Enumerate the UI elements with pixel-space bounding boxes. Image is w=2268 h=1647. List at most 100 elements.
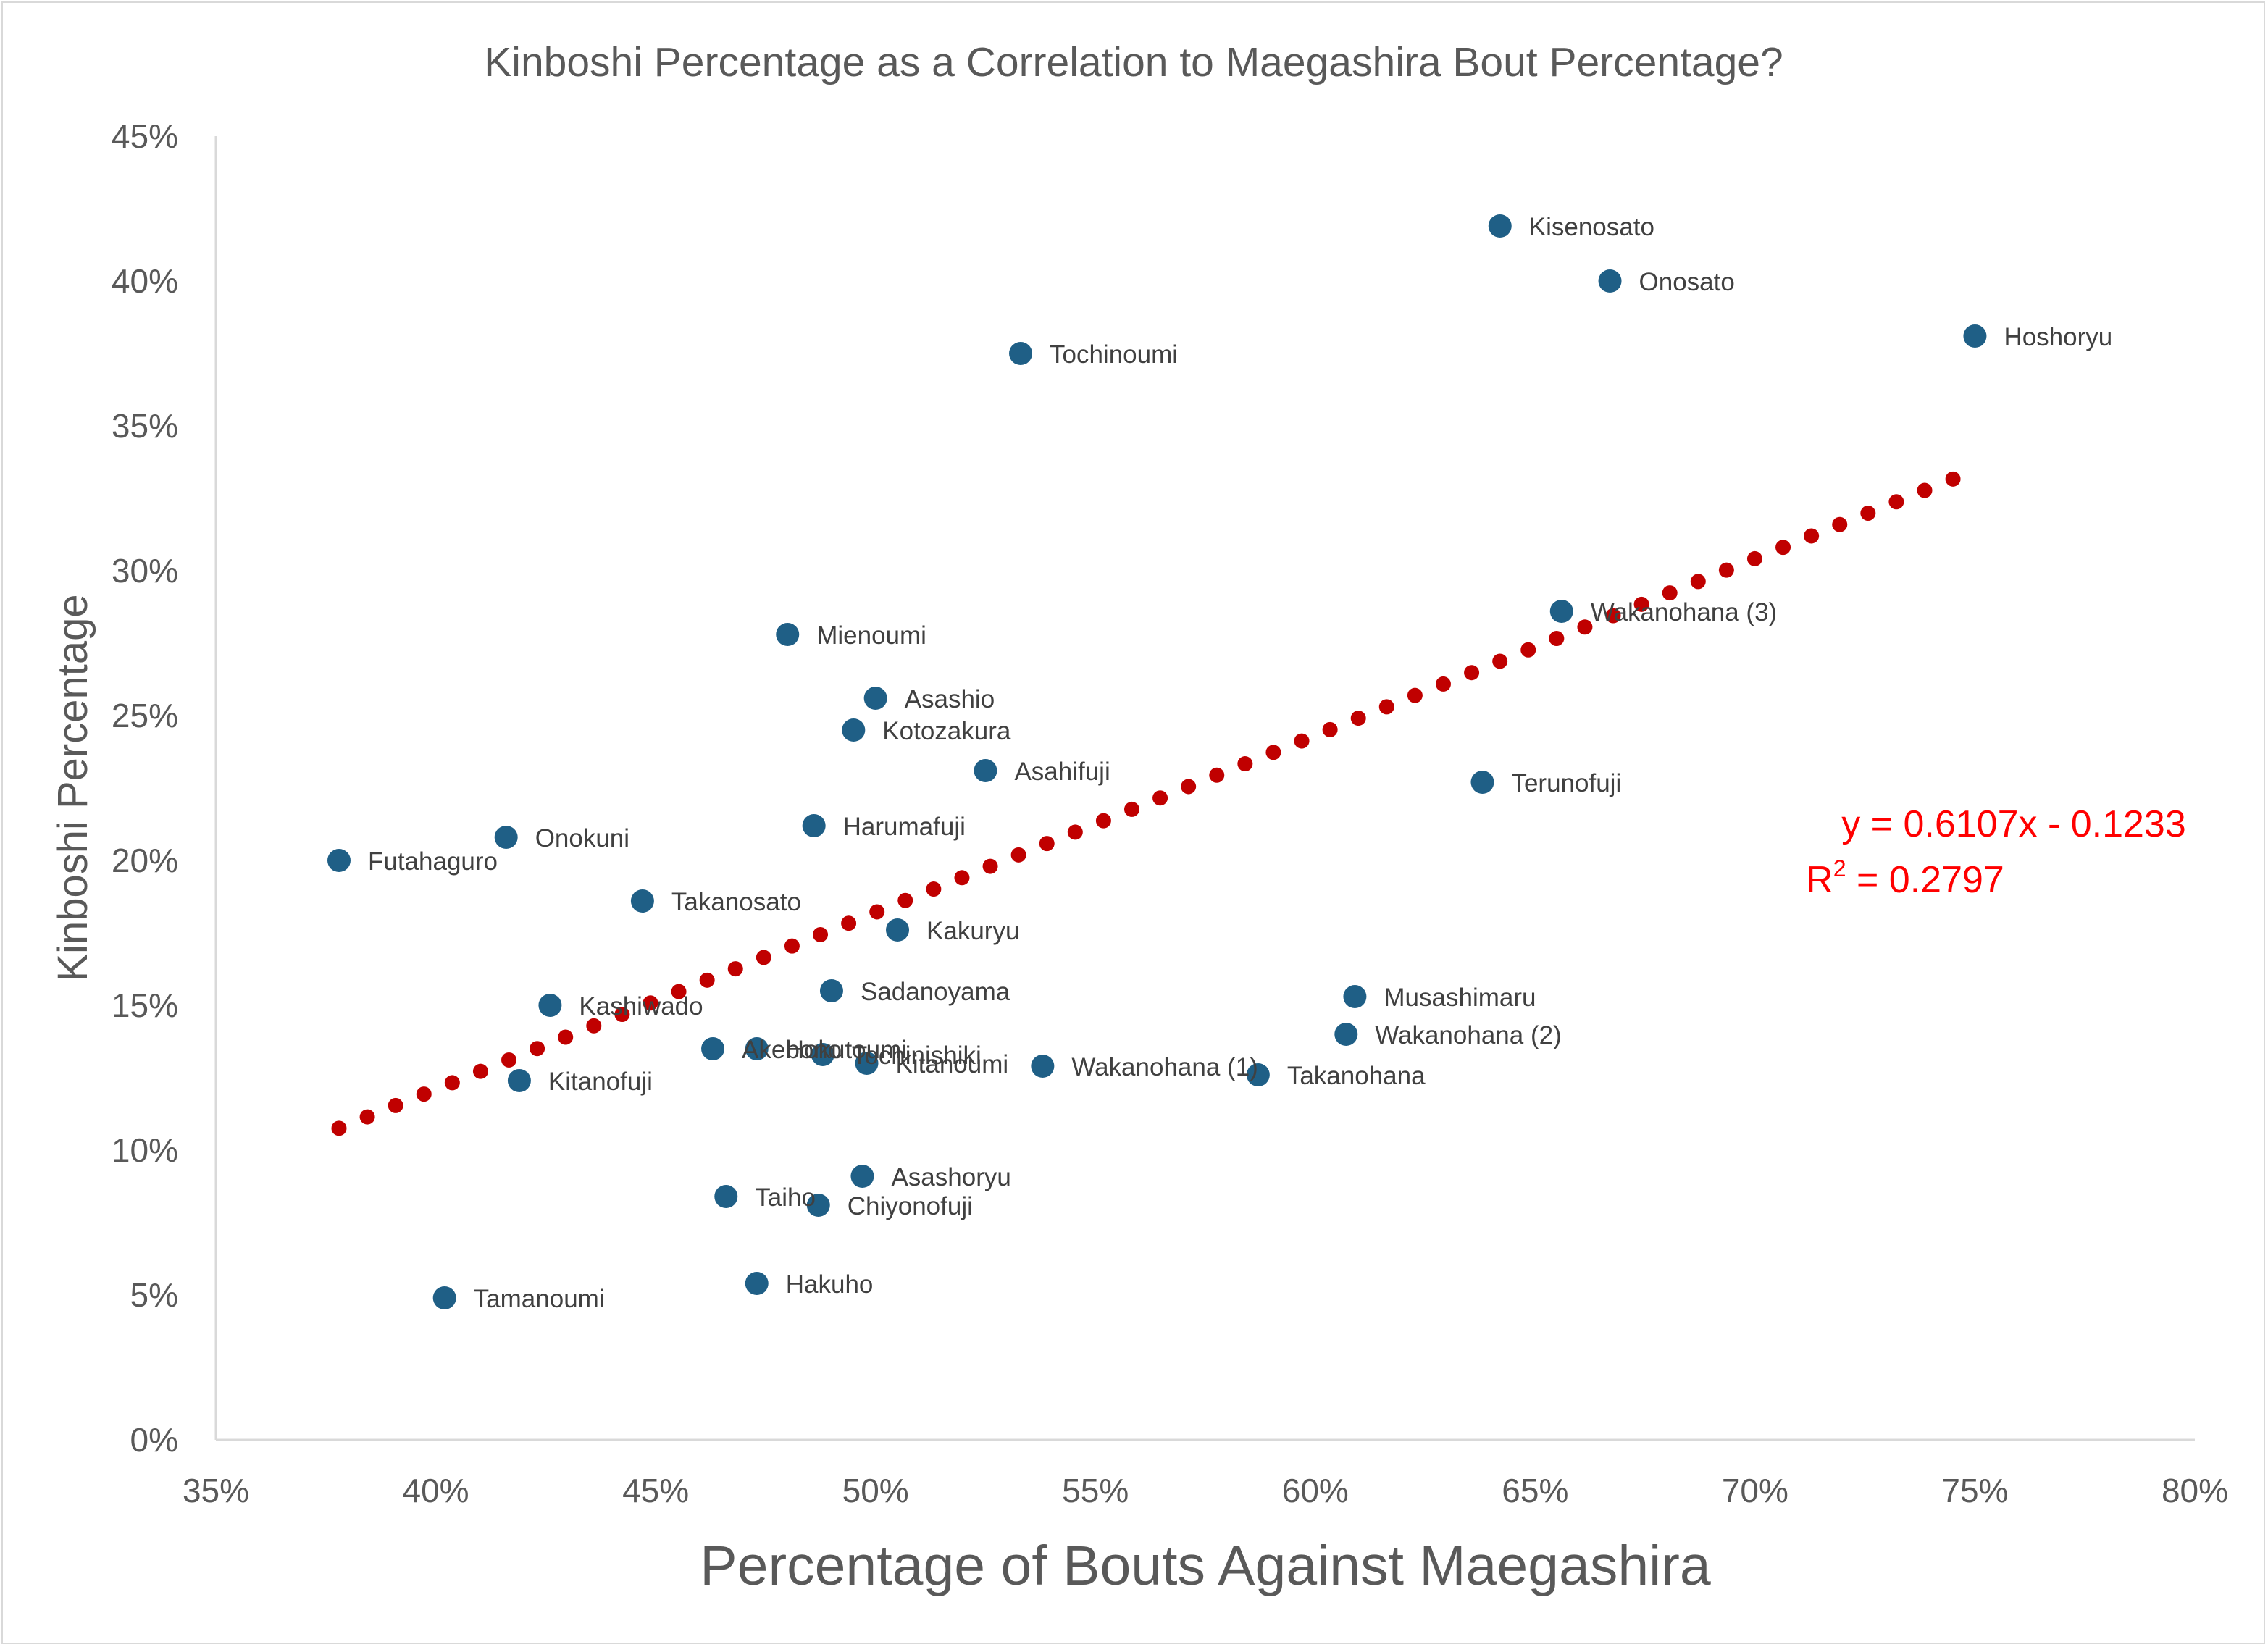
data-point-label: Kitanofuji	[548, 1068, 653, 1096]
y-tick-label: 30%	[112, 552, 178, 590]
trendline-dot	[1209, 767, 1225, 783]
trendline-dot	[1492, 653, 1508, 669]
y-tick-label: 15%	[112, 986, 178, 1024]
data-point[interactable]	[1549, 600, 1573, 623]
y-tick-label: 45%	[112, 117, 178, 155]
trendline-dot	[558, 1029, 574, 1045]
trendline-dot	[1095, 813, 1111, 829]
trendline-dot	[1690, 574, 1706, 590]
data-point[interactable]	[494, 826, 518, 849]
trendline-dot	[472, 1063, 488, 1079]
data-point[interactable]	[745, 1037, 769, 1060]
x-tick-label: 35%	[183, 1472, 249, 1509]
data-points	[327, 214, 1987, 1309]
trendline-dot	[813, 926, 829, 942]
trendline-dot	[1294, 733, 1310, 749]
trendline-dot	[331, 1120, 347, 1136]
trendline-dot	[1123, 801, 1139, 817]
data-point[interactable]	[507, 1069, 531, 1092]
data-point-label: Takanosato	[671, 888, 801, 916]
trendline-dot	[1718, 562, 1734, 578]
trendline-dot	[1775, 540, 1791, 556]
data-point[interactable]	[630, 889, 654, 913]
data-point-label: Tamanoumi	[474, 1285, 605, 1313]
x-tick-label: 55%	[1062, 1472, 1129, 1509]
trendline-r-squared: R2 = 0.2797	[1806, 855, 2004, 901]
trendline-dot	[1181, 779, 1197, 795]
trendline-dot	[671, 984, 687, 999]
data-point[interactable]	[1470, 771, 1494, 794]
trendline-dot	[1152, 790, 1168, 806]
trendline-dot	[1322, 721, 1338, 737]
data-point[interactable]	[850, 1165, 874, 1188]
data-point[interactable]	[745, 1272, 769, 1295]
trendline-dot	[1010, 847, 1026, 863]
data-point[interactable]	[1343, 985, 1367, 1008]
trendline-dot	[416, 1086, 432, 1102]
data-labels: Kisenosato Onosato Hoshoryu Tochinoumi Wakan…	[368, 213, 2112, 1313]
trendline-dot	[1662, 585, 1678, 601]
data-point[interactable]	[1963, 324, 1987, 348]
data-point[interactable]	[1031, 1055, 1055, 1078]
trendline-dot	[1945, 471, 1961, 487]
trendline-dot	[1067, 824, 1083, 840]
trendline-dot	[841, 915, 857, 931]
data-point[interactable]	[842, 718, 866, 742]
x-tick-label: 50%	[842, 1472, 909, 1509]
x-tick-label: 40%	[403, 1472, 469, 1509]
data-point[interactable]	[802, 814, 826, 837]
data-point-label: Futahaguro	[368, 847, 498, 876]
data-point-label: Kakuryu	[926, 917, 1019, 945]
trendline-dot	[1633, 596, 1649, 612]
trendline-dot	[699, 972, 715, 988]
y-tick-label: 5%	[130, 1276, 178, 1314]
data-point[interactable]	[819, 979, 843, 1002]
data-point-label: Kisenosato	[1529, 213, 1654, 241]
data-point-label: Hokutoumi	[786, 1036, 907, 1064]
trendline-dot	[727, 961, 743, 977]
trendline-dot	[756, 950, 771, 965]
trendline-dot	[954, 870, 970, 886]
data-point[interactable]	[714, 1185, 738, 1208]
data-point[interactable]	[1009, 342, 1033, 365]
data-point[interactable]	[1488, 214, 1512, 238]
data-point[interactable]	[776, 623, 800, 646]
data-point[interactable]	[701, 1037, 725, 1060]
trendline-dot	[501, 1052, 517, 1068]
data-point[interactable]	[432, 1286, 456, 1309]
trendline-dot	[1888, 494, 1904, 510]
trendline-equation: y = 0.6107x - 0.1233 R2 = 0.2797	[1806, 803, 2186, 901]
data-point[interactable]	[538, 994, 562, 1017]
data-point[interactable]	[1334, 1023, 1358, 1046]
trendline-dot	[1746, 550, 1762, 566]
trendline-dot	[586, 1018, 602, 1034]
trendline-dot	[388, 1097, 403, 1113]
data-point[interactable]	[863, 687, 887, 710]
trendline-dot	[530, 1041, 545, 1057]
data-point-label: Onosato	[1639, 268, 1735, 296]
data-point-label: Mienoumi	[816, 621, 926, 650]
trendline-dot	[359, 1109, 375, 1125]
data-point[interactable]	[806, 1194, 830, 1217]
trendline-dot	[982, 858, 998, 874]
data-point[interactable]	[1598, 269, 1622, 293]
data-point-label: Wakanohana (2)	[1375, 1021, 1561, 1049]
x-axis-label: Percentage of Bouts Against Maegashira	[700, 1535, 1711, 1597]
data-point[interactable]	[855, 1052, 879, 1075]
y-tick-label: 10%	[112, 1131, 178, 1169]
data-point[interactable]	[1246, 1063, 1270, 1086]
data-point[interactable]	[327, 849, 351, 872]
data-point[interactable]	[974, 759, 997, 782]
data-point[interactable]	[811, 1043, 834, 1066]
trendline-dot	[1605, 608, 1621, 624]
y-tick-label: 20%	[112, 842, 178, 879]
data-point-label: Onokuni	[535, 824, 629, 852]
data-point-label: Wakanohana (1)	[1071, 1053, 1258, 1081]
trendline-dot	[1520, 642, 1536, 658]
x-tick-label: 65%	[1502, 1472, 1568, 1509]
trendline	[331, 471, 1961, 1136]
r-squared-value: = 0.2797	[1846, 859, 2004, 901]
x-tick-label: 70%	[1722, 1472, 1788, 1509]
y-tick-label: 35%	[112, 407, 178, 445]
data-point[interactable]	[886, 918, 910, 942]
